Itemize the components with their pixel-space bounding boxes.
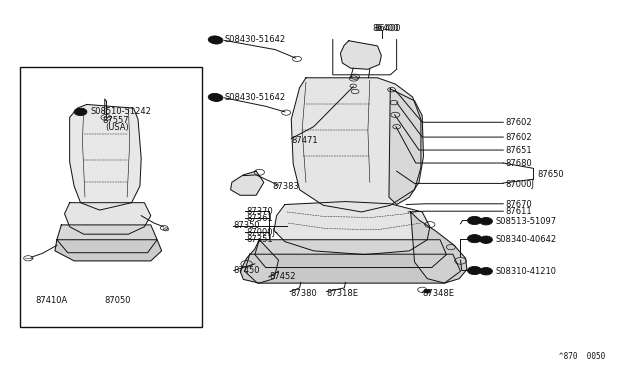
Text: 87351: 87351 [246,235,273,244]
Circle shape [467,235,481,243]
Text: 87380: 87380 [290,289,317,298]
Text: 87350: 87350 [234,221,260,230]
Text: 87361: 87361 [246,214,273,223]
Circle shape [424,289,431,293]
Text: 87410A: 87410A [36,296,68,305]
Circle shape [74,108,87,116]
Polygon shape [230,171,264,195]
Text: 87452: 87452 [269,272,296,281]
Polygon shape [340,41,381,69]
Circle shape [210,37,223,44]
Circle shape [467,266,481,275]
Text: S: S [484,237,488,242]
Circle shape [479,236,492,243]
Text: S: S [473,236,476,241]
Text: S08340-40642: S08340-40642 [495,235,557,244]
Polygon shape [57,225,157,253]
Text: (USA): (USA) [105,123,129,132]
Text: 87602: 87602 [505,133,532,142]
Text: 87557: 87557 [103,116,129,125]
Text: S08430-51642: S08430-51642 [224,35,285,44]
Polygon shape [291,78,421,212]
Text: 87680: 87680 [505,159,532,168]
Text: S: S [484,219,488,224]
Polygon shape [55,240,162,261]
Polygon shape [70,105,141,210]
Circle shape [210,94,223,102]
Text: S: S [473,218,476,223]
Text: 87050: 87050 [105,296,131,305]
Text: 87000J-: 87000J- [246,228,278,237]
Polygon shape [389,89,424,205]
Text: ^870  0050: ^870 0050 [559,352,605,361]
Polygon shape [274,202,430,254]
Text: 87450: 87450 [234,266,260,275]
Text: 87650: 87650 [537,170,564,179]
Text: S: S [214,38,218,43]
Circle shape [467,217,481,225]
Text: S08430-51642: S08430-51642 [224,93,285,102]
Text: S: S [212,94,216,100]
Text: 87602: 87602 [505,119,532,128]
Text: S08310-41210: S08310-41210 [495,267,557,276]
Text: 87000J: 87000J [505,180,534,189]
Polygon shape [411,212,467,283]
Text: S08510-51242: S08510-51242 [90,108,151,116]
Text: S: S [212,37,216,42]
Text: 87651: 87651 [505,146,532,155]
Polygon shape [65,203,151,234]
Polygon shape [255,240,447,267]
Text: S: S [79,109,83,114]
Circle shape [479,267,492,275]
Polygon shape [240,240,278,283]
Text: S: S [484,269,488,274]
Text: 87670: 87670 [505,200,532,209]
Circle shape [208,93,221,101]
Circle shape [208,36,221,43]
Text: 86400: 86400 [374,24,401,33]
Text: S: S [214,95,218,100]
Text: 87318E: 87318E [326,289,358,298]
Text: 87471: 87471 [291,136,318,145]
Text: 86400: 86400 [372,24,399,33]
Circle shape [479,218,492,225]
Text: 87611: 87611 [505,208,532,217]
Text: S: S [473,268,476,273]
Text: 87383: 87383 [272,182,299,190]
Polygon shape [244,254,461,283]
Bar [20,67,202,327]
Text: S08513-51097: S08513-51097 [495,217,557,226]
Text: 87370: 87370 [246,207,273,216]
Text: 87348E: 87348E [422,289,454,298]
